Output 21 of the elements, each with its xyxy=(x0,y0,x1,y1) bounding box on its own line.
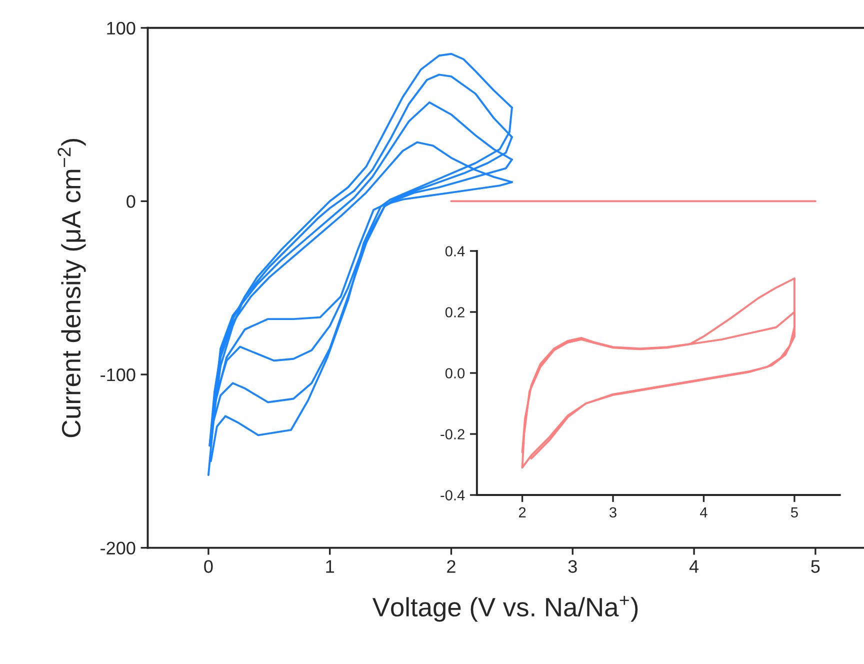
y-tick-label: -100 xyxy=(100,368,136,382)
x-tick-label: 3 xyxy=(610,507,616,518)
x-tick-label: 1 xyxy=(326,560,334,573)
x-tick-label: 2 xyxy=(518,507,526,518)
y-tick-label: 100 xyxy=(107,22,136,35)
y-tick-label: 0 xyxy=(126,195,136,208)
y-tick-label: -0.4 xyxy=(440,490,465,500)
y-tick-label: 0.2 xyxy=(445,307,464,318)
y-tick-label: -0.2 xyxy=(440,429,464,440)
x-axis-title: Voltage (V vs. Na/Na$^{+}$) xyxy=(372,596,638,622)
y-tick-label: -200 xyxy=(100,542,136,555)
x-tick-label: 4 xyxy=(689,560,699,573)
y-axis-title: Current density (μA cm$^{−2}$) xyxy=(58,139,86,438)
x-tick-label: 3 xyxy=(568,560,577,573)
x-tick-label: 2 xyxy=(447,560,456,573)
y-tick-label: 0.4 xyxy=(445,246,465,256)
x-tick-label: 0 xyxy=(204,560,213,573)
y-tick-label: 0.0 xyxy=(445,368,465,378)
x-tick-label: 5 xyxy=(790,507,798,518)
x-tick-label: 5 xyxy=(811,560,820,573)
x-tick-label: 4 xyxy=(700,507,708,518)
